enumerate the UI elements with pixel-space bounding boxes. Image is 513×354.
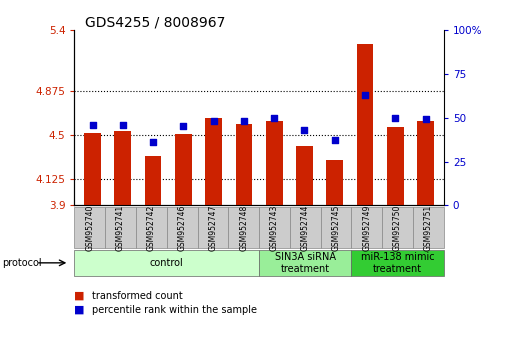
Point — [240, 118, 248, 124]
Bar — [266, 121, 283, 205]
Point — [179, 124, 187, 129]
Text: percentile rank within the sample: percentile rank within the sample — [92, 305, 258, 315]
Point — [361, 92, 369, 98]
Bar — [145, 156, 162, 205]
Bar — [205, 118, 222, 205]
Bar — [387, 127, 404, 205]
Bar — [357, 44, 373, 205]
Point — [88, 122, 96, 127]
Text: GSM952751: GSM952751 — [424, 204, 433, 251]
Text: GDS4255 / 8008967: GDS4255 / 8008967 — [85, 16, 225, 30]
Text: GSM952748: GSM952748 — [239, 204, 248, 251]
Text: GSM952749: GSM952749 — [362, 204, 371, 251]
Text: ■: ■ — [74, 291, 85, 301]
Text: protocol: protocol — [3, 258, 42, 268]
Text: GSM952745: GSM952745 — [331, 204, 341, 251]
Point — [331, 138, 339, 143]
Text: miR-138 mimic
treatment: miR-138 mimic treatment — [361, 252, 435, 274]
Text: SIN3A siRNA
treatment: SIN3A siRNA treatment — [275, 252, 336, 274]
Bar — [235, 124, 252, 205]
Point — [119, 122, 127, 127]
Bar — [296, 146, 313, 205]
Text: ■: ■ — [74, 305, 85, 315]
Point — [209, 118, 218, 124]
Bar — [175, 134, 192, 205]
Text: control: control — [150, 258, 184, 268]
Bar — [326, 160, 343, 205]
Text: GSM952740: GSM952740 — [85, 204, 94, 251]
Text: GSM952750: GSM952750 — [393, 204, 402, 251]
Point — [391, 115, 400, 120]
Point — [270, 115, 279, 120]
Text: GSM952743: GSM952743 — [270, 204, 279, 251]
Point — [301, 127, 309, 133]
Point — [149, 139, 157, 145]
Text: GSM952747: GSM952747 — [208, 204, 218, 251]
Text: transformed count: transformed count — [92, 291, 183, 301]
Bar — [84, 133, 101, 205]
Text: GSM952742: GSM952742 — [147, 204, 156, 251]
Text: GSM952744: GSM952744 — [301, 204, 310, 251]
Text: GSM952746: GSM952746 — [177, 204, 187, 251]
Bar — [417, 121, 434, 205]
Point — [422, 116, 430, 122]
Bar — [114, 131, 131, 205]
Text: GSM952741: GSM952741 — [116, 204, 125, 251]
